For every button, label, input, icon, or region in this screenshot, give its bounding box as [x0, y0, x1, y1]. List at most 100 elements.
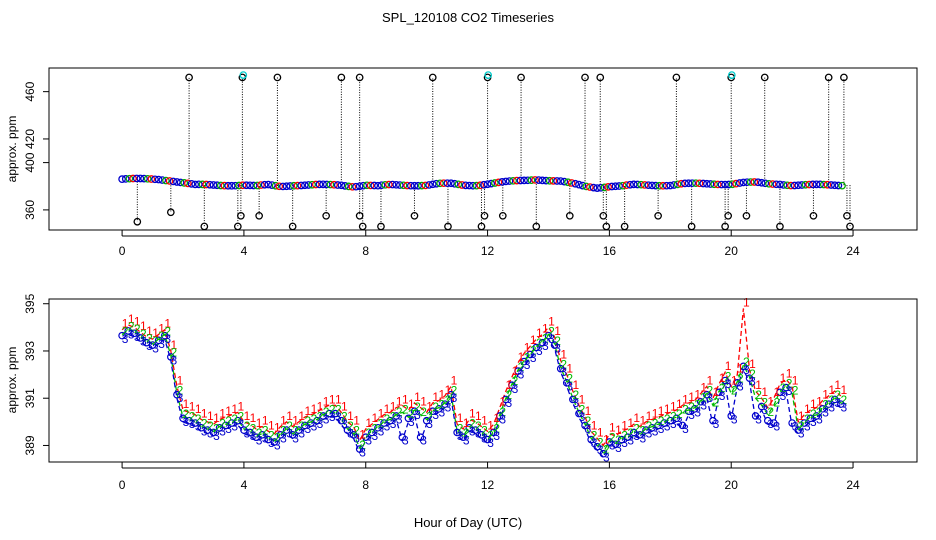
series-2-marker: 2 — [640, 424, 647, 438]
series-2-marker: 2 — [798, 419, 805, 433]
series-1-marker: 1 — [774, 385, 781, 399]
series-1-marker: 1 — [828, 383, 835, 397]
series-3-marker: 3 — [536, 344, 543, 358]
series-1-marker: 1 — [786, 366, 793, 380]
series-1-marker: 1 — [268, 418, 275, 432]
series-2-marker: 2 — [341, 409, 348, 423]
series-3-marker: 3 — [822, 405, 829, 419]
series-2-marker: 2 — [170, 346, 177, 360]
series-3-marker: 3 — [646, 427, 653, 441]
baseline-point — [220, 181, 229, 190]
series-1-marker: 1 — [250, 411, 257, 425]
series-2-marker: 2 — [384, 412, 391, 426]
series-3-circle — [398, 433, 407, 441]
series-3-marker: 3 — [225, 422, 232, 436]
series-3-marker: 3 — [560, 365, 567, 379]
series-3-circle — [453, 428, 461, 437]
series-2-marker: 2 — [700, 391, 707, 405]
baseline-point — [191, 180, 200, 189]
series-3-marker: 3 — [591, 436, 598, 450]
series-2-marker: 2 — [286, 419, 293, 433]
series-3-circle — [709, 416, 717, 425]
series-3-circle — [544, 331, 553, 340]
series-3-circle — [489, 428, 498, 437]
baseline-point — [374, 181, 382, 190]
baseline-point — [812, 180, 821, 189]
bottom-y-tick-label: 395 — [23, 293, 37, 313]
series-1-marker: 1 — [292, 414, 299, 428]
highlight-point — [727, 71, 736, 79]
series-1-marker: 1 — [743, 295, 750, 309]
baseline-point — [242, 181, 251, 190]
series-3-marker: 3 — [707, 391, 714, 405]
series-1-marker: 1 — [664, 402, 671, 416]
series-1-marker: 1 — [633, 411, 640, 425]
baseline-point — [728, 180, 737, 189]
baseline-point — [414, 181, 422, 190]
baseline-point — [819, 180, 828, 189]
highlight-point — [239, 71, 248, 79]
top-y-tick-label: 420 — [23, 129, 37, 149]
series-3-marker: 3 — [487, 436, 494, 450]
baseline-point — [560, 177, 569, 186]
series-3-circle — [331, 409, 340, 418]
series-2-marker: 2 — [183, 407, 190, 421]
series-3-circle — [276, 431, 285, 439]
series-3-circle — [824, 400, 833, 408]
series-3-circle — [234, 416, 242, 425]
series-1-marker: 1 — [451, 373, 458, 387]
series-1-marker: 1 — [463, 416, 470, 430]
series-3-marker: 3 — [286, 427, 293, 441]
baseline-point — [692, 179, 700, 188]
series-3-marker: 3 — [719, 389, 726, 403]
series-3-marker: 3 — [402, 434, 409, 448]
series-3-marker: 3 — [457, 429, 464, 443]
baseline-point — [724, 180, 733, 189]
series-3-marker: 3 — [152, 342, 159, 356]
baseline-point — [538, 176, 547, 185]
baseline-point — [640, 181, 649, 189]
top-x-tick-label: 16 — [603, 244, 617, 258]
series-1-marker: 1 — [262, 414, 269, 428]
baseline-point — [699, 179, 708, 188]
figure-title: SPL_120108 CO2 Timeseries — [382, 10, 554, 25]
baseline-point — [282, 182, 291, 191]
series-3-marker: 3 — [725, 377, 732, 391]
baseline-point — [348, 182, 357, 191]
series-3-marker: 3 — [780, 389, 787, 403]
series-3-marker: 3 — [292, 431, 299, 445]
baseline-point — [838, 181, 846, 190]
baseline-point — [794, 181, 803, 190]
baseline-point — [176, 178, 185, 187]
series-2-marker: 2 — [713, 395, 720, 409]
series-1-marker: 1 — [164, 317, 171, 331]
series-2-marker: 2 — [414, 400, 421, 414]
series-1-marker: 1 — [384, 402, 391, 416]
series-3-marker: 3 — [658, 422, 665, 436]
series-3-marker: 3 — [688, 408, 695, 422]
series-2-marker: 2 — [786, 376, 793, 390]
baseline-point — [677, 179, 686, 188]
baseline-point — [213, 181, 221, 190]
series-2-marker: 2 — [615, 433, 622, 447]
bottom-y-tick-label: 393 — [23, 341, 37, 361]
baseline-point — [341, 182, 349, 190]
series-3-circle — [715, 388, 723, 397]
baseline-point — [260, 180, 269, 189]
baseline-point — [768, 180, 777, 188]
series-1-marker: 1 — [207, 409, 214, 423]
series-2-marker: 2 — [524, 350, 531, 364]
series-3-circle — [392, 412, 401, 420]
series-1-marker: 1 — [353, 414, 360, 428]
series-2-marker: 2 — [475, 419, 482, 433]
baseline-point — [308, 180, 316, 189]
series-3-marker: 3 — [749, 375, 756, 389]
spike-point — [742, 211, 751, 220]
series-3-marker: 3 — [378, 424, 385, 438]
baseline-point — [275, 182, 284, 191]
series-3-marker: 3 — [201, 424, 208, 438]
series-3-circle — [623, 433, 632, 441]
series-1-marker: 1 — [761, 385, 768, 399]
baseline-point — [461, 181, 470, 190]
baseline-point — [706, 180, 715, 188]
